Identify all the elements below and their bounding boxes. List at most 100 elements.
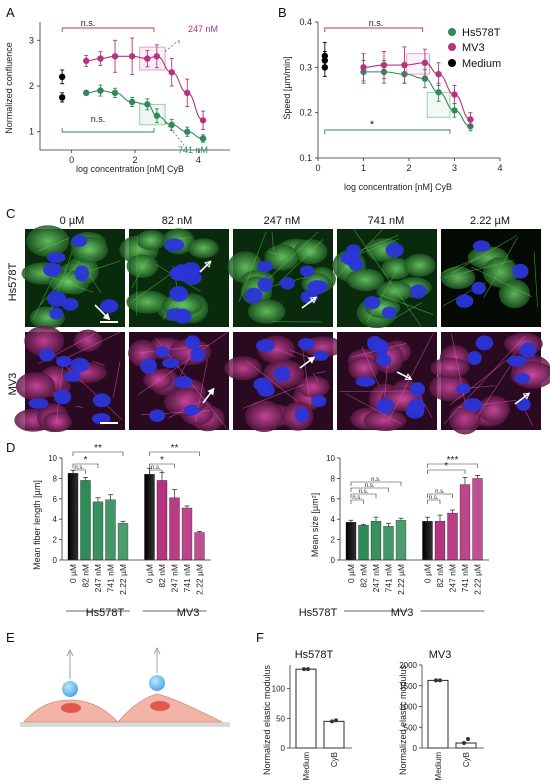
panel-b-point-mv3 <box>421 59 429 66</box>
column-title-2: 247 nM <box>264 215 301 227</box>
panel-a-dashed-arrow-247 <box>164 40 181 52</box>
panel-a-y-tick-label: 3 <box>29 35 34 45</box>
nucleus <box>405 404 425 419</box>
panel-a-point-hs578t <box>144 101 151 108</box>
panel-d-right-sig-label: n.s. <box>359 489 369 495</box>
actin-fiber <box>353 229 422 327</box>
nucleus <box>149 409 166 422</box>
nucleus <box>70 357 90 373</box>
panel-f-right-y-tick-label: 500 <box>404 723 418 732</box>
actin-fiber <box>440 256 481 274</box>
nucleus <box>463 398 483 412</box>
cell-body <box>136 229 166 251</box>
actin-fiber <box>277 348 296 358</box>
actin-fiber <box>475 357 516 419</box>
panel-d-left-y-tick-label: 4 <box>53 515 58 524</box>
nucleus <box>471 281 486 295</box>
panel-b-y-tick-label: 0.1 <box>299 153 312 163</box>
micrograph-mv3-2 <box>224 332 344 433</box>
actin-fiber <box>92 360 105 366</box>
cell-body <box>376 280 413 302</box>
nucleus <box>46 252 66 263</box>
panel-f-right-bar <box>427 679 449 749</box>
panel-b-point-mv3 <box>451 91 458 98</box>
panel-b-x-tick-label: 3 <box>452 163 457 173</box>
row-title-hs578t: Hs578T <box>7 262 19 301</box>
column-title-3: 741 nM <box>368 215 405 227</box>
actin-fiber <box>278 239 324 284</box>
nucleus <box>280 277 295 290</box>
actin-fiber <box>312 372 319 382</box>
panel-a-point-mv3 <box>199 117 207 124</box>
cell-body <box>15 372 56 401</box>
arrow-icon-hs578t-0-head <box>102 312 111 321</box>
panel-a-annotation-247: 247 nM <box>188 24 218 34</box>
nucleus <box>71 234 88 247</box>
panel-f-left-ylabel: Normalized elastic modulus <box>262 664 272 775</box>
panel-d-left-bar-hs578t <box>67 473 79 561</box>
micrograph-hs578t-2 <box>227 229 336 327</box>
panel-a-point-hs578t <box>97 87 104 94</box>
nucleus <box>61 298 79 311</box>
panel-d-left-sig-bracket <box>72 451 124 456</box>
actin-fiber <box>449 353 516 406</box>
panel-a-point-hs578t <box>153 112 161 119</box>
panel-d-left-category-label: 741 nM <box>182 564 192 592</box>
panel-d-left-sig-bracket <box>149 463 175 468</box>
panel-f-right-data-point <box>434 678 438 683</box>
panel-label-a: A <box>6 5 15 20</box>
panel-d-left-category-label: 2.22 µM <box>195 564 205 595</box>
nucleus <box>385 243 404 258</box>
panel-f-right-plot: 0 500 1000 1500 2000 Medium CyB <box>399 661 484 780</box>
panel-f-left-data-point <box>306 667 310 672</box>
panel-d-right-sig-label: *** <box>447 455 459 466</box>
panel-f-left-bar <box>295 668 317 749</box>
cell-body <box>430 357 470 379</box>
actin-fiber <box>113 361 121 398</box>
panel-d-right-sig-label: n.s. <box>429 495 439 501</box>
panel-b-x-tick-label: 2 <box>406 163 411 173</box>
nucleus <box>472 240 490 252</box>
cell-body <box>346 268 384 292</box>
nucleus <box>348 258 364 271</box>
panel-f-left-y-tick-label: 50 <box>276 714 285 723</box>
nucleus <box>376 398 394 414</box>
actin-fiber <box>238 231 267 302</box>
column-title-1: 82 nM <box>162 215 193 227</box>
panel-d-right-category-label: 247 nM <box>448 564 458 592</box>
panel-d-left-category-label: 0 µM <box>145 564 155 583</box>
panel-b-point-mv3 <box>467 116 474 123</box>
panel-d-left-bar-mv3 <box>194 532 205 561</box>
micrograph-mv3-1 <box>128 332 229 432</box>
panel-d-left-sig-label: * <box>160 455 164 466</box>
panel-f-left-data-point <box>302 667 306 672</box>
actin-fiber <box>451 333 466 407</box>
arrow-icon-hs578t-82-head <box>204 260 212 268</box>
panel-d-right-y-tick-label: 0 <box>331 556 336 565</box>
nucleus <box>43 262 62 277</box>
actin-fiber <box>138 332 228 395</box>
actin-fiber <box>380 294 434 315</box>
nucleus-illustration-medium <box>61 703 81 713</box>
cell-body <box>247 299 286 324</box>
panel-d-right-category-label: 0 µM <box>346 564 356 583</box>
nucleus <box>506 355 527 367</box>
nucleus <box>311 280 328 293</box>
panel-d-right-bar-hs578t <box>383 526 394 561</box>
panel-f: F Hs578T MV3 Normalized elastic modulus … <box>256 630 484 780</box>
nucleus <box>92 413 111 425</box>
panel-d-left-sig-bracket <box>72 463 99 468</box>
nucleus <box>47 290 67 307</box>
nucleus <box>190 347 206 362</box>
panel-f-right-data-point <box>466 737 470 742</box>
panel-d-left-bar-hs578t <box>117 523 129 561</box>
panel-a-plot: 1 2 3 0 2 4 <box>29 22 230 165</box>
arrow-icon-mv3-247-head <box>307 356 316 364</box>
micrograph-mv3-0 <box>14 325 125 433</box>
panel-f-right-category-label: Medium <box>434 752 443 781</box>
panel-b-plot: 0.1 0.2 0.3 0.4 0 1 2 3 4 <box>299 17 502 173</box>
actin-fiber <box>366 265 401 323</box>
panel-d-left-bar-mv3 <box>144 474 155 561</box>
panel-a-bracket-top <box>61 27 155 32</box>
nucleus <box>514 373 531 384</box>
